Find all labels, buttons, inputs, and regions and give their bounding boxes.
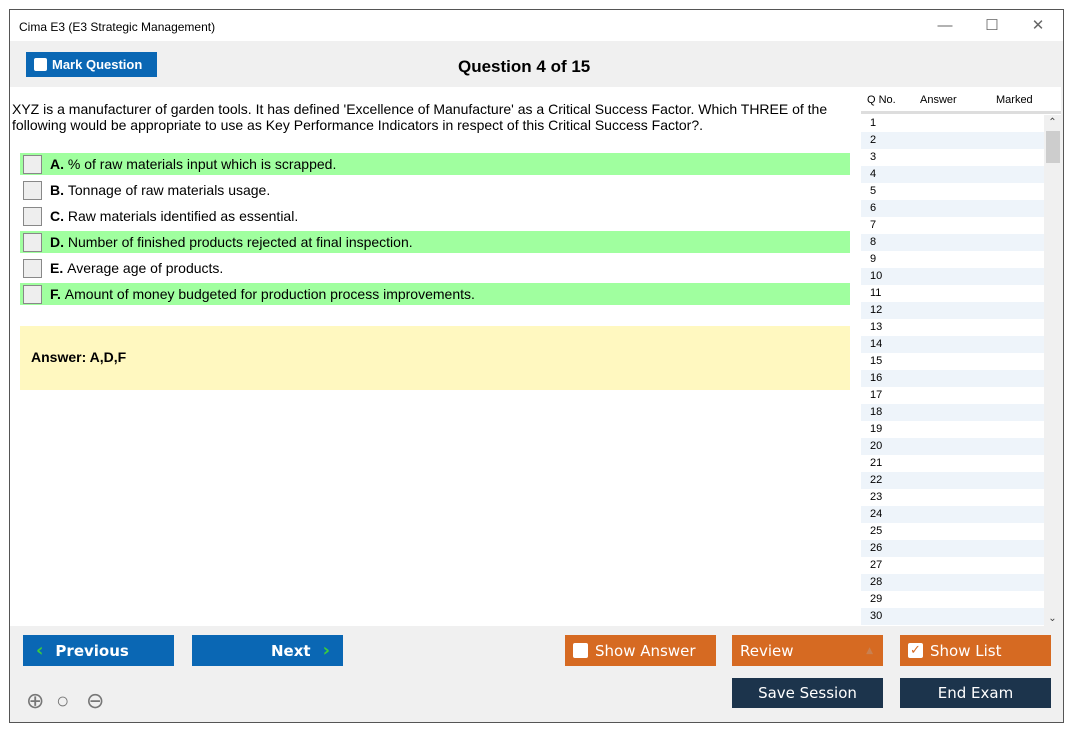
zoom-reset-icon[interactable]: ○ xyxy=(56,688,70,713)
answer-box: Answer: A,D,F xyxy=(20,326,850,390)
list-row[interactable]: 7 xyxy=(870,219,877,231)
answer-option[interactable]: F. Amount of money budgeted for producti… xyxy=(20,283,850,305)
option-letter: C. xyxy=(50,208,64,224)
option-letter: F. xyxy=(50,286,61,302)
list-row[interactable]: 4 xyxy=(861,166,1044,183)
title-bar: Cima E3 (E3 Strategic Management) — ☐ ✕ xyxy=(10,10,1063,41)
list-row[interactable]: 22 xyxy=(861,472,1044,489)
mark-question-label: Mark Question xyxy=(52,57,143,72)
review-dropdown[interactable]: Review ▲ xyxy=(732,635,883,666)
maximize-button[interactable]: ☐ xyxy=(985,17,999,34)
option-text: Amount of money budgeted for production … xyxy=(64,286,475,302)
show-answer-label: Show Answer xyxy=(595,641,696,660)
list-row[interactable]: 12 xyxy=(861,302,1044,319)
list-row[interactable]: 2 xyxy=(861,132,1044,149)
list-row[interactable]: 27 xyxy=(870,559,883,571)
option-letter: A. xyxy=(50,156,64,172)
answer-option[interactable]: E. Average age of products. xyxy=(20,257,850,279)
list-row[interactable]: 13 xyxy=(870,321,883,333)
option-text: Tonnage of raw materials usage. xyxy=(67,182,271,198)
option-letter: E. xyxy=(50,260,64,276)
option-checkbox[interactable] xyxy=(23,206,42,226)
option-text: % of raw materials input which is scrapp… xyxy=(67,156,337,172)
minimize-button[interactable]: — xyxy=(937,17,953,34)
list-row[interactable]: 17 xyxy=(870,389,883,401)
list-row[interactable]: 21 xyxy=(870,457,883,469)
review-label: Review xyxy=(740,641,794,660)
previous-button[interactable]: ‹ Previous xyxy=(23,635,174,666)
scroll-thumb[interactable] xyxy=(1046,131,1060,163)
list-row[interactable]: 1 xyxy=(870,117,877,129)
show-list-button[interactable]: ✓ Show List xyxy=(900,635,1051,666)
option-checkbox[interactable] xyxy=(23,284,42,304)
checkbox-icon xyxy=(34,58,47,71)
answer-option[interactable]: D. Number of finished products rejected … xyxy=(20,231,850,253)
window-title: Cima E3 (E3 Strategic Management) xyxy=(19,20,216,34)
save-session-button[interactable]: Save Session xyxy=(732,678,883,708)
option-text: Average age of products. xyxy=(67,260,224,276)
scroll-up-icon[interactable]: ⌃ xyxy=(1048,117,1057,128)
question-list: Q No. Answer Marked 1 2 3 4 5 6 7 8 9 10 11 12 13 14 1… xyxy=(861,87,1061,626)
chevron-right-icon: › xyxy=(322,640,330,661)
question-counter: Question 4 of 15 xyxy=(458,57,591,76)
zoom-in-icon[interactable]: ⊕ xyxy=(26,688,45,713)
app-window: Cima E3 (E3 Strategic Management) — ☐ ✕ … xyxy=(9,9,1064,723)
list-row[interactable]: 3 xyxy=(870,151,877,163)
list-header: Q No. Answer Marked xyxy=(861,87,1061,114)
header-answer: Answer xyxy=(920,94,957,106)
list-row[interactable]: 15 xyxy=(870,355,883,367)
next-button[interactable]: Next › xyxy=(192,635,343,666)
list-row[interactable]: 9 xyxy=(870,253,877,265)
list-row[interactable]: 29 xyxy=(870,593,883,605)
list-row[interactable]: 11 xyxy=(870,287,882,299)
list-row[interactable]: 26 xyxy=(861,540,1044,557)
checkbox-icon xyxy=(573,643,588,658)
option-checkbox[interactable] xyxy=(23,232,42,252)
answer-option[interactable]: A. % of raw materials input which is scr… xyxy=(20,153,850,175)
option-checkbox[interactable] xyxy=(23,258,42,278)
question-panel: XYZ is a manufacturer of garden tools. I… xyxy=(10,87,861,626)
question-text: XYZ is a manufacturer of garden tools. I… xyxy=(12,101,828,133)
caret-up-icon: ▲ xyxy=(866,645,873,656)
list-row[interactable]: 6 xyxy=(861,200,1044,217)
toolbar: Mark Question Question 4 of 15 xyxy=(10,41,1063,87)
checkbox-checked-icon: ✓ xyxy=(908,643,923,658)
list-row[interactable]: 28 xyxy=(861,574,1044,591)
option-checkbox[interactable] xyxy=(23,154,42,174)
list-row[interactable]: 23 xyxy=(870,491,883,503)
show-answer-button[interactable]: Show Answer xyxy=(565,635,716,666)
answer-option[interactable]: B. Tonnage of raw materials usage. xyxy=(20,179,850,201)
list-row[interactable]: 30 xyxy=(861,608,1044,625)
list-row[interactable]: 24 xyxy=(861,506,1044,523)
previous-label: Previous xyxy=(55,641,129,660)
option-text: Raw materials identified as essential. xyxy=(67,208,299,224)
show-list-label: Show List xyxy=(930,641,1002,660)
option-text: Number of finished products rejected at … xyxy=(67,234,413,250)
list-row[interactable]: 19 xyxy=(870,423,883,435)
list-row[interactable]: 16 xyxy=(861,370,1044,387)
mark-question-button[interactable]: Mark Question xyxy=(26,52,157,77)
list-row[interactable]: 5 xyxy=(870,185,877,197)
next-label: Next xyxy=(271,641,311,660)
option-letter: D. xyxy=(50,234,64,250)
list-row[interactable]: 25 xyxy=(870,525,883,537)
end-exam-button[interactable]: End Exam xyxy=(900,678,1051,708)
list-scrollbar[interactable]: ⌃ ⌄ xyxy=(1044,115,1061,626)
list-row[interactable]: 10 xyxy=(861,268,1044,285)
header-qno: Q No. xyxy=(867,94,896,106)
list-row[interactable]: 20 xyxy=(861,438,1044,455)
scroll-down-icon[interactable]: ⌄ xyxy=(1048,613,1057,624)
zoom-out-icon[interactable]: ⊖ xyxy=(86,688,105,713)
list-row[interactable]: 18 xyxy=(861,404,1044,421)
answer-option[interactable]: C. Raw materials identified as essential… xyxy=(20,205,850,227)
list-row[interactable]: 14 xyxy=(861,336,1044,353)
option-checkbox[interactable] xyxy=(23,180,42,200)
close-button[interactable]: ✕ xyxy=(1031,17,1045,34)
chevron-left-icon: ‹ xyxy=(36,640,44,661)
list-row[interactable]: 8 xyxy=(861,234,1044,251)
option-letter: B. xyxy=(50,182,64,198)
header-marked: Marked xyxy=(996,94,1033,106)
